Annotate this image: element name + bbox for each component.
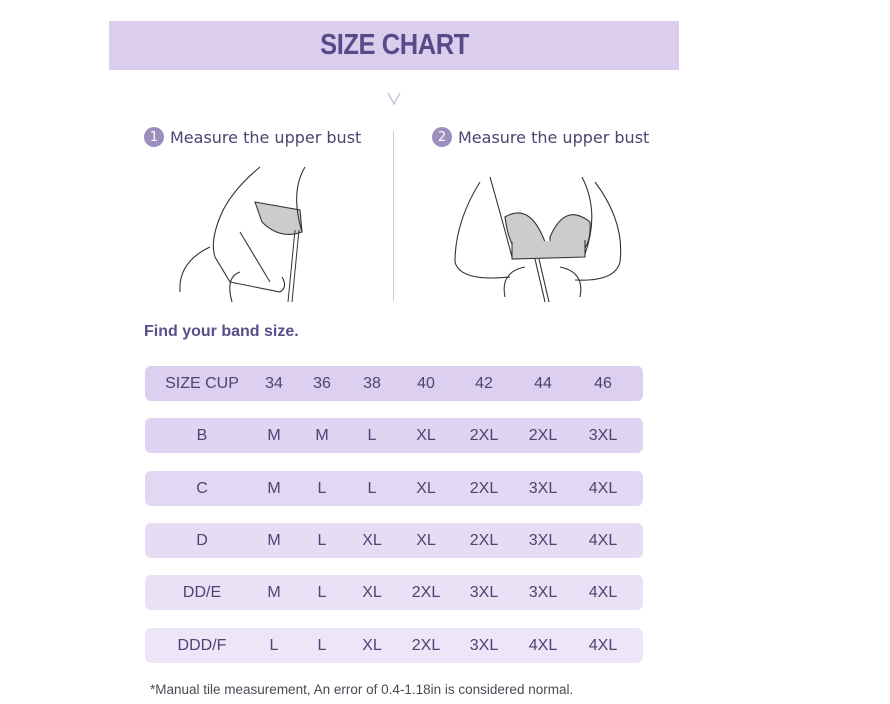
size-cell: M (315, 427, 329, 444)
step-number-badge: 2 (432, 127, 452, 147)
step-1: 1 Measure the upper bust (144, 127, 361, 147)
size-cell: 3XL (469, 637, 499, 654)
size-cell: 4XL (588, 532, 618, 549)
size-cell: M (267, 480, 281, 497)
table-row: DDD/F L L XL 2XL 3XL 4XL 4XL (145, 628, 643, 663)
table-row: B M M L XL 2XL 2XL 3XL (145, 418, 643, 453)
size-cell: 3XL (528, 480, 558, 497)
size-cell: 3XL (588, 427, 618, 444)
size-cell: L (269, 637, 279, 654)
title-banner: SIZE CHART (109, 21, 679, 70)
size-cell: XL (416, 427, 436, 444)
size-cell: 4XL (588, 480, 618, 497)
footnote: *Manual tile measurement, An error of 0.… (150, 682, 574, 697)
size-cell: L (317, 480, 327, 497)
header-cell: 44 (534, 375, 552, 392)
size-cell: 4XL (588, 584, 618, 601)
front-measure-illustration (454, 176, 622, 302)
size-cell: 3XL (528, 584, 558, 601)
step-2: 2 Measure the upper bust (432, 127, 649, 147)
size-cell: 2XL (469, 480, 499, 497)
cup-label: DDD/F (177, 637, 227, 654)
table-row: C M L L XL 2XL 3XL 4XL (145, 471, 643, 506)
size-cell: L (317, 584, 327, 601)
size-cell: L (317, 637, 327, 654)
size-cell: M (267, 584, 281, 601)
size-cell: L (317, 532, 327, 549)
side-measure-illustration (179, 166, 306, 302)
header-cell: 40 (417, 375, 435, 392)
cup-label: C (196, 480, 208, 497)
size-cell: XL (362, 637, 382, 654)
header-cell: 38 (363, 375, 381, 392)
size-cell: 3XL (469, 584, 499, 601)
chevron-down-icon (387, 92, 401, 106)
divider (393, 131, 394, 301)
size-cell: 2XL (528, 427, 558, 444)
size-cell: L (367, 427, 377, 444)
size-cell: XL (416, 480, 436, 497)
cup-label: DD/E (182, 584, 222, 601)
step-label: Measure the upper bust (170, 127, 362, 147)
header-cell: 46 (594, 375, 612, 392)
cup-label: D (196, 532, 208, 549)
header-cell: 42 (475, 375, 493, 392)
step-label: Measure the upper bust (458, 127, 650, 147)
header-cell: SIZE CUP (165, 375, 239, 392)
size-cell: 4XL (528, 637, 558, 654)
table-row: DD/E M L XL 2XL 3XL 3XL 4XL (145, 575, 643, 610)
size-cell: M (267, 427, 281, 444)
page-title: SIZE CHART (319, 29, 469, 61)
size-cell: 2XL (411, 637, 441, 654)
size-cell: XL (416, 532, 436, 549)
section-heading: Find your band size. (144, 323, 299, 340)
size-cell: 2XL (411, 584, 441, 601)
size-cell: 3XL (528, 532, 558, 549)
size-cell: M (267, 532, 281, 549)
size-cell: 2XL (469, 532, 499, 549)
size-cell: L (367, 480, 377, 497)
header-cell: 36 (313, 375, 331, 392)
header-cell: 34 (265, 375, 283, 392)
size-cell: 4XL (588, 637, 618, 654)
size-cell: XL (362, 584, 382, 601)
table-row: D M L XL XL 2XL 3XL 4XL (145, 523, 643, 558)
step-number-badge: 1 (144, 127, 164, 147)
size-cell: XL (362, 532, 382, 549)
size-cell: 2XL (469, 427, 499, 444)
table-header-row: SIZE CUP 34 36 38 40 42 44 46 (145, 366, 643, 401)
cup-label: B (196, 427, 208, 444)
